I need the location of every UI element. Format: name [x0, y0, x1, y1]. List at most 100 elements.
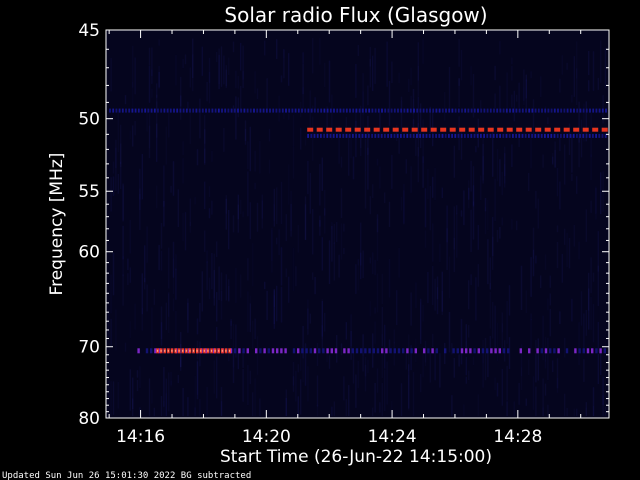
band-cell [208, 348, 212, 354]
band-cell [233, 108, 236, 113]
noise-streak [336, 221, 338, 243]
band-cell [572, 133, 575, 138]
noise-streak [254, 150, 256, 172]
noise-streak [139, 366, 141, 389]
band-cell [478, 127, 485, 132]
band-peak [221, 349, 223, 352]
band-cell [364, 348, 367, 354]
noise-streak [494, 93, 496, 109]
noise-streak [496, 322, 499, 362]
band-cell [518, 133, 521, 138]
noise-streak [285, 214, 287, 242]
band-cell [192, 108, 195, 113]
noise-streak [252, 243, 254, 287]
noise-streak [192, 38, 194, 78]
band-cell [550, 108, 553, 113]
band-cell [345, 108, 348, 113]
noise-streak [470, 66, 472, 86]
noise-streak [192, 54, 194, 92]
noise-streak [436, 287, 439, 300]
noise-streak [122, 274, 124, 306]
noise-streak [148, 378, 151, 416]
band-cell [402, 348, 405, 354]
noise-streak [420, 374, 422, 393]
band-cell [275, 108, 278, 113]
noise-streak [312, 105, 314, 113]
band-cell [371, 108, 374, 113]
band-peak [192, 349, 195, 352]
noise-streak [264, 281, 266, 290]
noise-streak [261, 194, 263, 229]
noise-streak [225, 69, 227, 88]
noise-streak [516, 220, 518, 231]
noise-streak [506, 72, 508, 115]
noise-streak [511, 66, 513, 81]
noise-streak [432, 223, 434, 262]
noise-streak [249, 126, 251, 172]
band-cell [537, 108, 540, 113]
noise-streak [256, 88, 259, 100]
noise-streak [472, 356, 475, 366]
noise-streak [170, 380, 172, 387]
band-layer [109, 108, 608, 354]
noise-streak [571, 134, 573, 173]
noise-streak [240, 85, 242, 111]
noise-streak [400, 197, 403, 211]
noise-streak [196, 361, 199, 395]
noise-streak [177, 374, 179, 383]
y-tick-label: 55 [78, 182, 100, 202]
noise-streak [148, 47, 151, 66]
noise-streak [463, 404, 465, 416]
band-cell [330, 348, 333, 354]
band-peak [182, 349, 184, 352]
band-cell [423, 348, 426, 354]
noise-streak [194, 407, 196, 416]
band-cell [259, 108, 262, 113]
noise-streak [393, 329, 395, 344]
band-cell [604, 133, 607, 138]
band-cell [373, 127, 380, 132]
noise-streak [235, 268, 237, 303]
noise-streak [501, 312, 503, 353]
noise-streak [153, 407, 155, 416]
band-cell [256, 108, 259, 113]
band-cell [480, 133, 482, 138]
noise-streak [388, 80, 391, 126]
band-cell [265, 108, 268, 113]
noise-streak [549, 293, 551, 306]
noise-streak [228, 350, 230, 362]
band-cell [246, 108, 249, 113]
noise-streak [333, 242, 335, 281]
noise-streak [249, 295, 251, 326]
noise-streak [235, 324, 237, 358]
noise-streak [208, 72, 211, 104]
band-cell [342, 133, 345, 138]
noise-streak [319, 220, 321, 227]
noise-streak [417, 123, 419, 157]
noise-streak [242, 71, 244, 80]
noise-streak [196, 360, 199, 400]
noise-streak [172, 258, 175, 295]
band-cell [467, 133, 469, 138]
noise-streak [362, 334, 364, 357]
noise-streak [588, 51, 590, 76]
noise-streak [372, 184, 374, 199]
band-cell [534, 108, 537, 113]
noise-streak [117, 109, 119, 153]
noise-streak [470, 160, 472, 192]
noise-streak [475, 277, 477, 321]
noise-streak [511, 219, 513, 230]
band-cell [400, 133, 402, 138]
noise-streak [559, 311, 561, 325]
band-cell [449, 127, 456, 132]
noise-streak [542, 315, 544, 361]
noise-streak [110, 318, 112, 347]
noise-streak [165, 393, 167, 416]
noise-streak [422, 304, 424, 322]
noise-streak [129, 369, 131, 411]
band-cell [524, 133, 527, 138]
noise-streak [528, 359, 530, 376]
noise-streak [417, 66, 419, 97]
noise-streak [165, 302, 167, 331]
band-cell [591, 348, 594, 354]
